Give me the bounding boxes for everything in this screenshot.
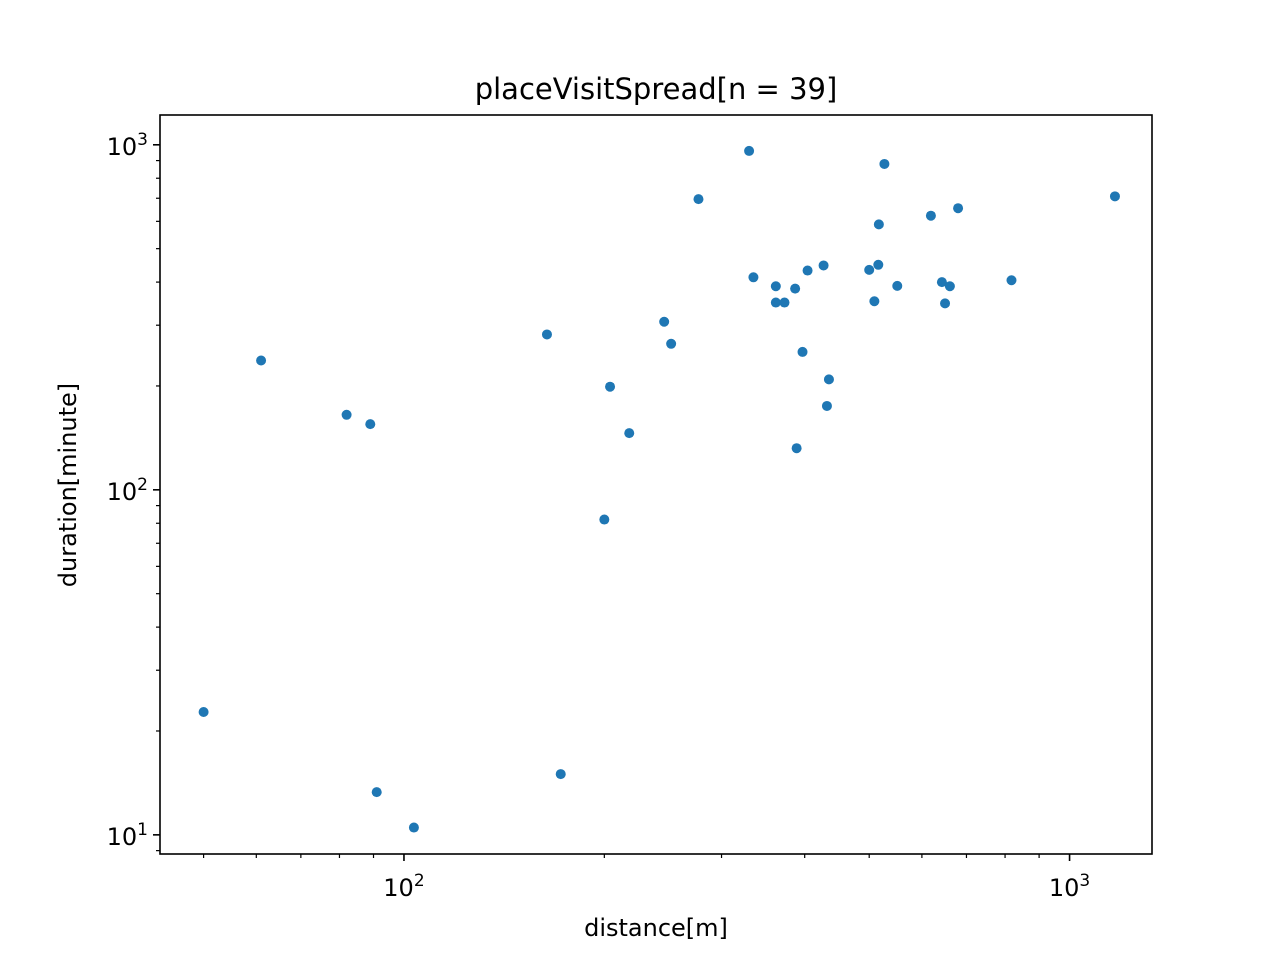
- data-point-32: [925, 210, 936, 221]
- y-tick-label-0: 101: [107, 820, 148, 851]
- data-point-14: [744, 145, 755, 156]
- data-point-28: [873, 259, 884, 270]
- data-point-16: [770, 281, 781, 292]
- data-point-5: [408, 822, 419, 833]
- data-point-4: [371, 787, 382, 798]
- data-point-38: [1109, 191, 1120, 202]
- data-point-26: [864, 264, 875, 275]
- data-point-34: [940, 298, 951, 309]
- data-point-29: [873, 219, 884, 230]
- axis-ticks: 102 103 101 102 103: [107, 130, 1091, 902]
- data-point-30: [879, 158, 890, 169]
- x-tick-label-1: 103: [1049, 871, 1090, 902]
- data-point-21: [797, 346, 808, 357]
- data-point-36: [953, 203, 964, 214]
- data-point-31: [892, 280, 903, 291]
- chart-title: placeVisitSpread[n = 39]: [475, 72, 838, 106]
- data-point-18: [779, 297, 790, 308]
- data-point-10: [624, 428, 635, 439]
- y-tick-label-2: 103: [107, 130, 148, 161]
- data-point-25: [823, 374, 834, 385]
- data-point-24: [821, 400, 832, 411]
- data-point-35: [944, 281, 955, 292]
- data-point-17: [770, 297, 781, 308]
- x-axis-label: distance[m]: [584, 914, 728, 942]
- plot-frame: [159, 114, 1153, 855]
- data-points: [198, 145, 1120, 833]
- y-tick-label-1: 102: [107, 475, 148, 506]
- data-point-2: [341, 409, 352, 420]
- data-point-0: [198, 707, 209, 718]
- data-point-12: [666, 338, 677, 349]
- data-point-8: [599, 514, 610, 525]
- data-point-7: [555, 769, 566, 780]
- data-point-11: [659, 316, 670, 327]
- y-axis-label: duration[minute]: [54, 383, 82, 587]
- data-point-9: [605, 381, 616, 392]
- data-point-23: [818, 260, 829, 271]
- data-point-13: [693, 194, 704, 205]
- x-tick-label-0: 102: [383, 871, 424, 902]
- data-point-33: [936, 277, 947, 288]
- data-point-15: [748, 272, 759, 283]
- data-point-19: [790, 283, 801, 294]
- data-point-22: [802, 265, 813, 276]
- data-point-37: [1006, 275, 1017, 286]
- data-point-27: [869, 296, 880, 307]
- data-point-6: [541, 329, 552, 340]
- data-point-20: [791, 443, 802, 454]
- data-point-1: [256, 355, 267, 366]
- data-point-3: [365, 419, 376, 430]
